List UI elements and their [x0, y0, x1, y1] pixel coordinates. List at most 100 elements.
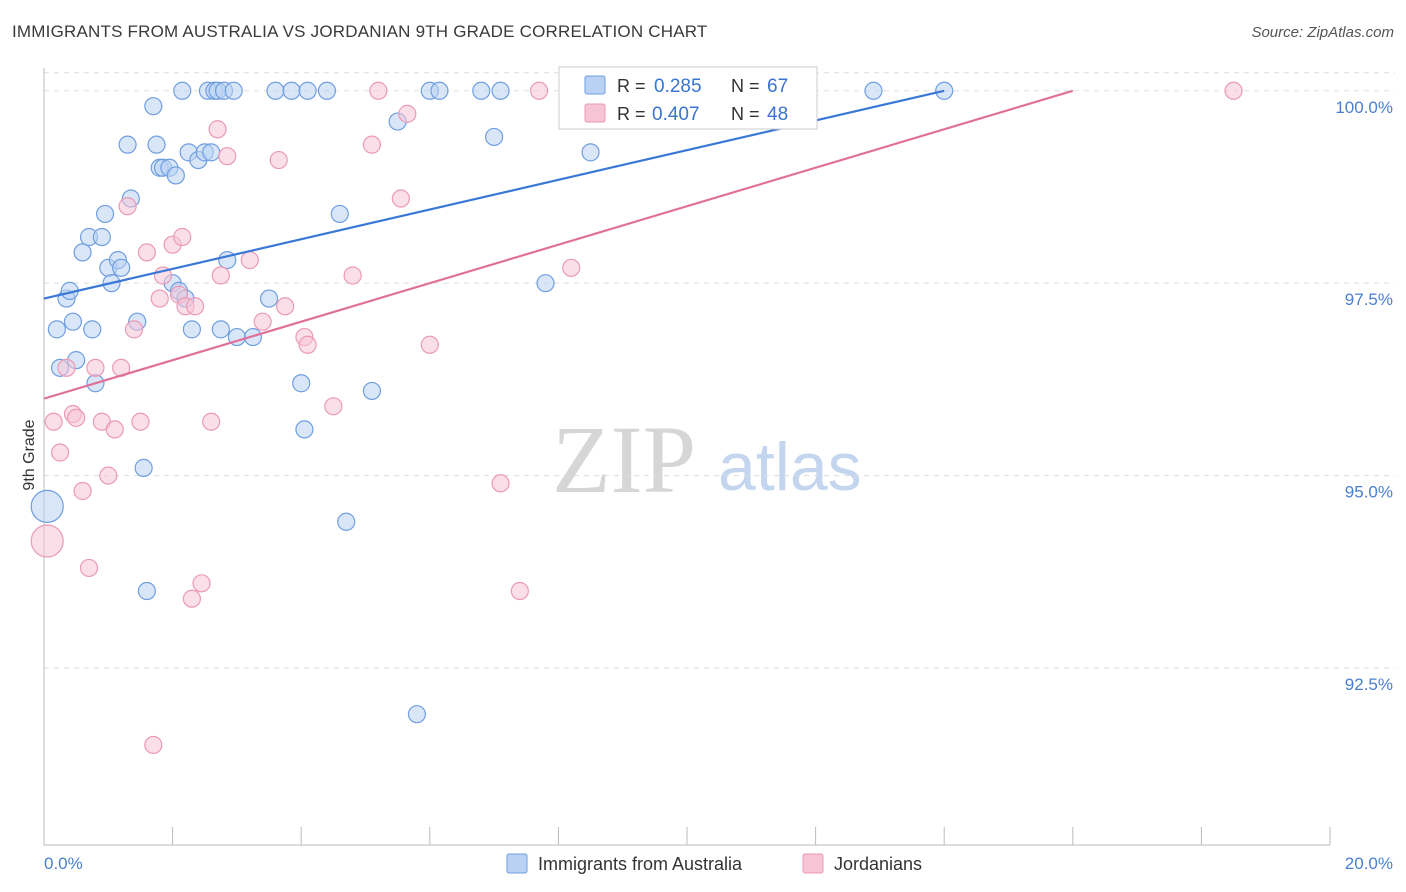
data-point-australia — [292, 374, 311, 393]
data-point-jordanians — [137, 243, 156, 262]
data-point-australia — [92, 227, 111, 247]
data-point-jordanians — [99, 466, 118, 485]
series-australia-points — [30, 81, 954, 724]
data-point-jordanians — [420, 335, 439, 354]
trend-line-jordanians — [43, 89, 1074, 400]
data-point-australia — [491, 81, 510, 100]
data-point-jordanians — [391, 189, 410, 208]
data-point-australia — [581, 143, 600, 162]
bottom-legend: Immigrants from Australia Jordanians — [506, 853, 922, 874]
legend-swatch-pink — [584, 103, 606, 123]
legend-r-value-blue: 0.285 — [654, 76, 702, 97]
data-point-jordanians — [50, 443, 70, 462]
data-point-jordanians — [398, 104, 417, 123]
data-point-australia — [295, 420, 314, 439]
data-point-australia — [95, 204, 115, 224]
data-point-jordanians — [186, 297, 205, 316]
legend-r-label-blue: R = — [617, 76, 646, 96]
data-point-jordanians — [144, 735, 163, 755]
data-point-australia — [224, 81, 243, 100]
data-point-jordanians — [298, 335, 317, 354]
data-point-jordanians — [1224, 81, 1243, 100]
data-point-jordanians — [240, 250, 259, 270]
data-point-australia — [73, 243, 92, 262]
data-point-jordanians — [530, 81, 549, 100]
data-point-australia — [298, 81, 317, 100]
data-point-jordanians — [173, 227, 192, 247]
data-point-australia — [317, 81, 337, 100]
trend-lines — [43, 89, 1074, 400]
legend-n-label-pink: N = — [731, 104, 760, 124]
data-point-jordanians — [253, 312, 272, 331]
data-point-jordanians — [118, 197, 137, 216]
y-tick-labels: 92.5% 95.0% 97.5% 100.0% — [1335, 98, 1393, 694]
data-point-jordanians — [276, 297, 295, 316]
data-point-jordanians — [362, 135, 382, 154]
data-point-australia — [864, 81, 883, 100]
data-point-australia — [134, 458, 153, 477]
data-point-australia — [118, 135, 137, 154]
data-point-australia — [137, 581, 156, 601]
stats-legend: R = 0.285 N = 67 R = 0.407 N = 48 — [558, 66, 818, 130]
data-point-jordanians — [202, 412, 221, 431]
data-point-australia — [182, 320, 201, 339]
data-point-jordanians — [73, 481, 92, 501]
bottom-legend-label-jordanians: Jordanians — [834, 854, 922, 874]
data-point-australia — [536, 274, 555, 293]
data-point-australia — [202, 143, 221, 162]
data-point-jordanians — [269, 150, 288, 170]
y-tick-label: 95.0% — [1345, 483, 1393, 502]
chart-title: IMMIGRANTS FROM AUSTRALIA VS JORDANIAN 9… — [12, 22, 708, 41]
data-point-jordanians — [105, 420, 124, 439]
data-point-jordanians — [192, 574, 211, 593]
data-point-jordanians — [124, 320, 144, 339]
data-point-jordanians — [30, 524, 64, 558]
x-tick-label-min: 0.0% — [44, 854, 83, 873]
data-point-australia — [430, 81, 449, 100]
data-point-australia — [112, 258, 131, 277]
data-point-jordanians — [211, 266, 230, 285]
data-point-jordanians — [44, 412, 63, 431]
watermark-atlas: atlas — [718, 429, 862, 505]
data-point-jordanians — [208, 120, 227, 139]
gridlines — [44, 72, 1395, 669]
data-point-australia — [407, 705, 427, 724]
data-point-australia — [211, 320, 230, 339]
data-point-australia — [30, 489, 64, 523]
data-point-australia — [47, 320, 66, 339]
y-axis-label: 9th Grade — [21, 419, 38, 490]
data-point-jordanians — [324, 397, 343, 416]
data-point-australia — [485, 127, 504, 147]
data-point-australia — [282, 81, 301, 100]
data-point-jordanians — [510, 581, 529, 601]
chart-source: Source: ZipAtlas.com — [1251, 24, 1394, 41]
data-point-jordanians — [131, 412, 150, 431]
data-point-jordanians — [182, 589, 201, 608]
legend-n-value-blue: 67 — [767, 76, 788, 97]
legend-n-value-pink: 48 — [767, 104, 788, 125]
bottom-legend-swatch-pink — [802, 853, 824, 874]
data-point-jordanians — [491, 474, 510, 493]
y-tick-label: 92.5% — [1345, 675, 1393, 694]
legend-r-value-pink: 0.407 — [652, 104, 700, 125]
bottom-legend-label-australia: Immigrants from Australia — [538, 854, 743, 874]
bottom-legend-swatch-blue — [506, 853, 528, 874]
series-jordanians-points — [30, 81, 1243, 755]
data-point-australia — [147, 135, 166, 154]
axes — [43, 68, 1331, 846]
data-point-jordanians — [79, 558, 99, 578]
y-tick-label: 97.5% — [1345, 290, 1393, 309]
data-point-australia — [166, 166, 185, 185]
data-point-australia — [259, 289, 279, 308]
data-point-australia — [472, 81, 491, 100]
data-point-jordanians — [67, 408, 86, 427]
y-tick-label: 100.0% — [1335, 98, 1393, 117]
data-point-jordanians — [562, 258, 581, 277]
data-point-australia — [266, 81, 285, 100]
data-point-australia — [362, 381, 382, 401]
x-tick-label-max: 20.0% — [1345, 854, 1393, 873]
data-point-australia — [144, 97, 163, 116]
data-point-jordanians — [86, 358, 105, 377]
data-point-jordanians — [150, 289, 169, 308]
